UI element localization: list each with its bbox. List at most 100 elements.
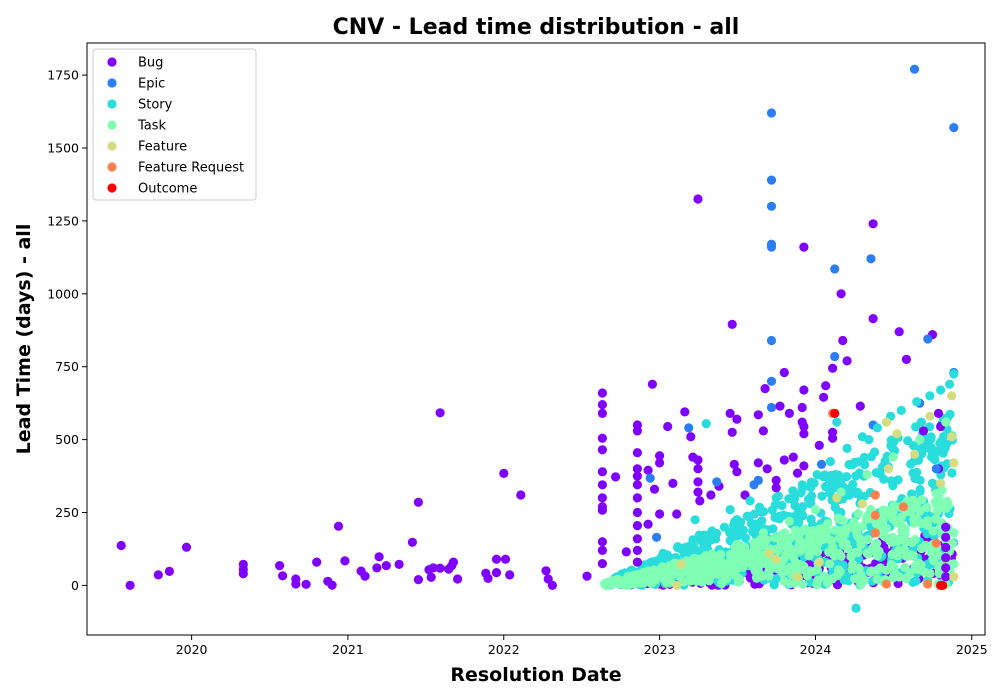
point-task — [773, 546, 784, 556]
point-bug — [933, 408, 944, 418]
point-bug — [491, 554, 502, 564]
point-bug — [632, 480, 643, 490]
point-bug — [693, 464, 703, 474]
point-task — [706, 551, 716, 561]
point-task — [914, 558, 924, 568]
point-outcome — [938, 580, 948, 591]
point-task — [846, 551, 856, 562]
point-story — [756, 507, 766, 517]
point-story — [844, 485, 854, 495]
point-feature — [925, 411, 935, 421]
point-feature — [947, 391, 957, 401]
point-task — [629, 575, 639, 585]
point-task — [894, 572, 904, 582]
point-task — [830, 525, 840, 536]
point-task — [862, 548, 872, 558]
point-task — [921, 540, 931, 551]
point-story — [725, 505, 735, 515]
point-task — [824, 575, 834, 585]
point-bug — [799, 385, 809, 395]
point-bug — [301, 579, 311, 589]
point-task — [812, 580, 822, 590]
point-bug — [597, 545, 608, 556]
point-story — [919, 442, 929, 452]
point-story — [747, 519, 757, 529]
point-bug — [799, 461, 809, 471]
point-task — [847, 564, 857, 574]
point-task — [909, 515, 919, 525]
point-task — [853, 547, 863, 558]
point-feature — [832, 493, 842, 503]
point-bug — [775, 401, 785, 411]
point-task — [900, 562, 910, 573]
point-bug — [547, 580, 558, 591]
point-story — [941, 439, 951, 450]
point-task — [777, 568, 788, 578]
point-feature — [672, 580, 682, 591]
point-feature — [949, 572, 959, 582]
point-bug — [838, 335, 848, 346]
point-story — [725, 528, 735, 538]
point-bug — [499, 468, 509, 478]
point-epic — [766, 108, 777, 118]
point-bug — [597, 400, 608, 410]
point-task — [758, 528, 769, 538]
point-bug — [779, 455, 789, 465]
point-feature-request — [923, 579, 933, 589]
point-bug — [725, 408, 735, 418]
point-bug — [632, 426, 643, 436]
y-tick-label: 1000 — [47, 286, 79, 301]
point-story — [736, 529, 746, 539]
point-story — [788, 495, 798, 505]
y-tick-label: 0 — [71, 578, 79, 593]
point-bug — [407, 537, 417, 547]
legend-marker — [107, 162, 117, 172]
point-story — [859, 491, 869, 501]
point-task — [646, 578, 656, 588]
point-story — [925, 391, 935, 401]
point-feature — [909, 449, 920, 459]
point-task — [941, 417, 951, 427]
point-epic — [816, 459, 827, 469]
point-bug — [941, 572, 951, 582]
point-task — [888, 452, 898, 462]
point-task — [732, 563, 742, 574]
point-bug — [779, 367, 789, 378]
point-story — [836, 480, 846, 490]
point-task — [759, 534, 769, 545]
point-bug — [668, 478, 678, 488]
point-bug — [632, 493, 643, 503]
point-bug — [941, 532, 951, 542]
point-epic — [712, 477, 722, 487]
point-task — [872, 549, 883, 560]
point-bug — [771, 483, 781, 493]
point-epic — [766, 175, 777, 185]
point-story — [896, 405, 906, 415]
point-feature — [892, 429, 902, 439]
point-task — [922, 502, 932, 513]
point-bug — [340, 556, 350, 566]
point-task — [793, 529, 803, 539]
point-bug — [632, 557, 643, 567]
point-task — [853, 508, 863, 519]
point-bug — [941, 563, 951, 573]
point-story — [725, 536, 735, 546]
point-story — [705, 535, 715, 545]
point-bug — [894, 327, 904, 337]
point-task — [838, 540, 848, 550]
point-bug — [799, 242, 809, 252]
point-task — [863, 510, 873, 520]
legend-marker — [107, 99, 117, 109]
point-task — [717, 578, 727, 588]
point-task — [737, 554, 747, 564]
point-bug — [753, 410, 763, 420]
point-bug — [941, 522, 951, 532]
point-task — [820, 532, 830, 542]
point-epic — [830, 351, 840, 362]
point-bug — [643, 519, 653, 529]
point-bug — [597, 480, 608, 490]
point-story — [770, 513, 780, 523]
point-bug — [181, 542, 192, 552]
point-epic — [684, 423, 694, 433]
point-bug — [491, 568, 502, 578]
